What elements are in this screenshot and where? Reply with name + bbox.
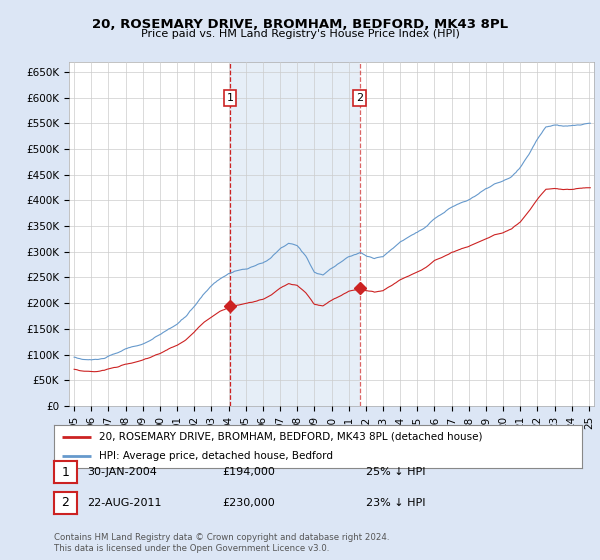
Text: 2: 2 (61, 496, 70, 510)
Text: 2: 2 (356, 93, 364, 103)
Text: 25% ↓ HPI: 25% ↓ HPI (366, 467, 425, 477)
Text: 20, ROSEMARY DRIVE, BROMHAM, BEDFORD, MK43 8PL: 20, ROSEMARY DRIVE, BROMHAM, BEDFORD, MK… (92, 18, 508, 31)
Text: £194,000: £194,000 (222, 467, 275, 477)
Text: HPI: Average price, detached house, Bedford: HPI: Average price, detached house, Bedf… (99, 451, 333, 461)
Bar (230, 62, 360, 406)
Text: £230,000: £230,000 (222, 498, 275, 508)
Text: 22-AUG-2011: 22-AUG-2011 (87, 498, 161, 508)
Text: 23% ↓ HPI: 23% ↓ HPI (366, 498, 425, 508)
Text: Price paid vs. HM Land Registry's House Price Index (HPI): Price paid vs. HM Land Registry's House … (140, 29, 460, 39)
Text: 1: 1 (61, 465, 70, 479)
Text: Contains HM Land Registry data © Crown copyright and database right 2024.
This d: Contains HM Land Registry data © Crown c… (54, 533, 389, 553)
Text: 30-JAN-2004: 30-JAN-2004 (87, 467, 157, 477)
Text: 1: 1 (226, 93, 233, 103)
Text: 20, ROSEMARY DRIVE, BROMHAM, BEDFORD, MK43 8PL (detached house): 20, ROSEMARY DRIVE, BROMHAM, BEDFORD, MK… (99, 432, 482, 441)
